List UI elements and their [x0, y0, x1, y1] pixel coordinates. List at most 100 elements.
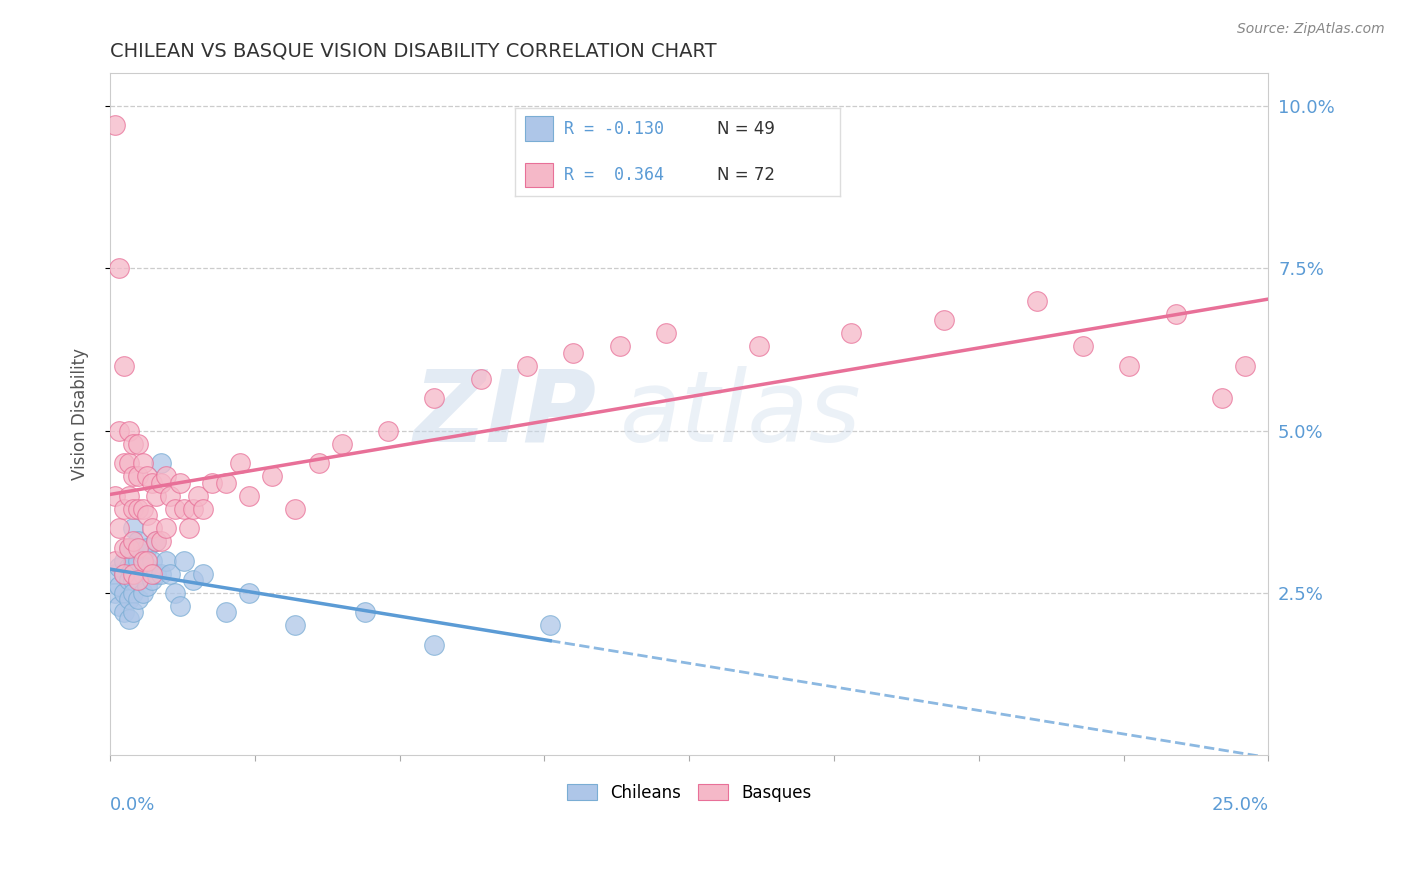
Point	[136, 508, 159, 522]
Point	[330, 436, 353, 450]
Point	[104, 119, 127, 133]
Point	[131, 501, 153, 516]
Point	[127, 592, 149, 607]
Point	[108, 580, 131, 594]
Point	[145, 534, 167, 549]
Point	[169, 599, 191, 613]
Point	[104, 566, 127, 581]
Point	[562, 345, 585, 359]
Point	[136, 560, 159, 574]
Point	[122, 586, 145, 600]
Point	[159, 489, 181, 503]
Point	[127, 436, 149, 450]
Point	[131, 456, 153, 470]
Point	[191, 501, 214, 516]
Point	[117, 489, 139, 503]
Point	[108, 424, 131, 438]
Point	[748, 339, 770, 353]
Point	[136, 469, 159, 483]
Text: atlas: atlas	[620, 366, 862, 463]
Point	[112, 606, 135, 620]
Point	[150, 456, 173, 470]
Point	[108, 261, 131, 276]
Point	[354, 606, 377, 620]
Point	[136, 553, 159, 567]
Point	[117, 612, 139, 626]
Text: 0.0%: 0.0%	[110, 797, 156, 814]
Point	[155, 469, 177, 483]
Point	[127, 469, 149, 483]
Point	[122, 566, 145, 581]
Point	[131, 547, 153, 561]
Point	[112, 541, 135, 555]
Point	[141, 573, 163, 587]
Point	[516, 359, 538, 373]
Point	[145, 534, 167, 549]
Point	[1234, 359, 1257, 373]
Point	[145, 566, 167, 581]
Point	[1025, 293, 1047, 308]
Point	[141, 553, 163, 567]
Point	[183, 573, 205, 587]
Point	[141, 521, 163, 535]
Point	[122, 501, 145, 516]
Point	[262, 469, 284, 483]
Point	[108, 560, 131, 574]
Point	[187, 489, 209, 503]
Point	[183, 501, 205, 516]
Point	[141, 566, 163, 581]
Point	[112, 586, 135, 600]
Point	[150, 475, 173, 490]
Point	[173, 553, 195, 567]
Point	[131, 566, 153, 581]
Point	[308, 456, 330, 470]
Point	[284, 501, 307, 516]
Point	[169, 475, 191, 490]
Point	[104, 553, 127, 567]
Text: CHILEAN VS BASQUE VISION DISABILITY CORRELATION CHART: CHILEAN VS BASQUE VISION DISABILITY CORR…	[110, 42, 717, 61]
Point	[117, 560, 139, 574]
Point	[1071, 339, 1094, 353]
Point	[201, 475, 224, 490]
Point	[112, 566, 135, 581]
Point	[136, 580, 159, 594]
Point	[191, 566, 214, 581]
Point	[1211, 391, 1233, 405]
Point	[117, 541, 139, 555]
Point	[112, 456, 135, 470]
Point	[839, 326, 862, 341]
Point	[155, 521, 177, 535]
Point	[117, 424, 139, 438]
Point	[117, 573, 139, 587]
Point	[131, 586, 153, 600]
Point	[127, 573, 149, 587]
Point	[423, 638, 446, 652]
Point	[122, 436, 145, 450]
Point	[122, 541, 145, 555]
Point	[127, 501, 149, 516]
Point	[609, 339, 631, 353]
Text: ZIP: ZIP	[413, 366, 596, 463]
Point	[284, 618, 307, 632]
Point	[131, 553, 153, 567]
Point	[229, 456, 252, 470]
Point	[112, 553, 135, 567]
Point	[127, 553, 149, 567]
Point	[108, 599, 131, 613]
Legend: Chileans, Basques: Chileans, Basques	[560, 777, 818, 808]
Point	[215, 475, 238, 490]
Text: Source: ZipAtlas.com: Source: ZipAtlas.com	[1237, 22, 1385, 37]
Point	[112, 501, 135, 516]
Point	[117, 592, 139, 607]
Point	[122, 469, 145, 483]
Point	[215, 606, 238, 620]
Point	[238, 586, 260, 600]
Point	[127, 534, 149, 549]
Point	[122, 534, 145, 549]
Point	[932, 313, 955, 327]
Point	[104, 489, 127, 503]
Point	[1118, 359, 1140, 373]
Point	[112, 359, 135, 373]
Point	[173, 501, 195, 516]
Point	[150, 534, 173, 549]
